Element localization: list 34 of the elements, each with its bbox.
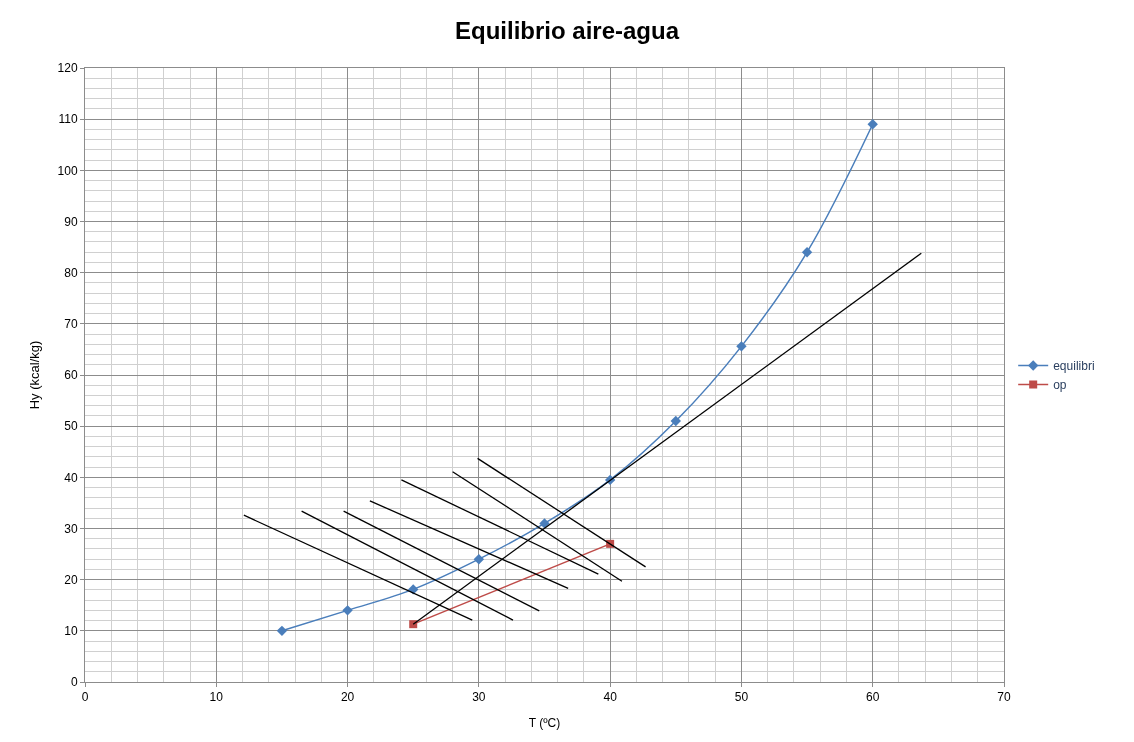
y-tick-label: 100 — [57, 163, 78, 178]
x-tick-label: 60 — [866, 690, 880, 705]
y-tick-label: 40 — [64, 470, 78, 485]
y-tick-label: 50 — [64, 419, 78, 434]
y-tick-label: 60 — [64, 368, 78, 383]
x-tick-label: 0 — [81, 690, 89, 705]
point — [736, 341, 747, 352]
legend-label: op — [1053, 378, 1067, 393]
y-tick-label: 90 — [64, 214, 78, 229]
x-tick-label: 70 — [997, 690, 1011, 705]
x-tick-label: 20 — [340, 690, 355, 705]
y-tick-label: 120 — [57, 61, 78, 76]
x-tick-label: 40 — [603, 690, 618, 705]
y-tick-label: 0 — [70, 675, 78, 690]
point — [539, 518, 550, 529]
point — [342, 605, 353, 616]
x-tick-label: 50 — [734, 690, 749, 705]
chart-title: Equilibrio aire-agua — [454, 17, 680, 45]
x-tick-label: 10 — [209, 690, 224, 705]
point — [473, 554, 485, 565]
y-tick-label: 20 — [64, 572, 78, 587]
legend-label: equilibri — [1053, 359, 1095, 374]
y-tick-label: 10 — [64, 624, 78, 639]
point — [276, 625, 288, 637]
point — [867, 119, 878, 130]
x-axis-title: T (ºC) — [528, 716, 561, 731]
x-tick-label: 30 — [472, 690, 486, 705]
y-tick-label: 110 — [58, 112, 78, 127]
point — [670, 415, 681, 427]
y-tick-label: 80 — [64, 265, 78, 280]
y-tick-label: 30 — [64, 521, 78, 536]
y-axis-title: Hy (kcal/kg) — [26, 340, 42, 410]
y-tick-label: 70 — [64, 317, 78, 332]
point — [801, 247, 813, 258]
